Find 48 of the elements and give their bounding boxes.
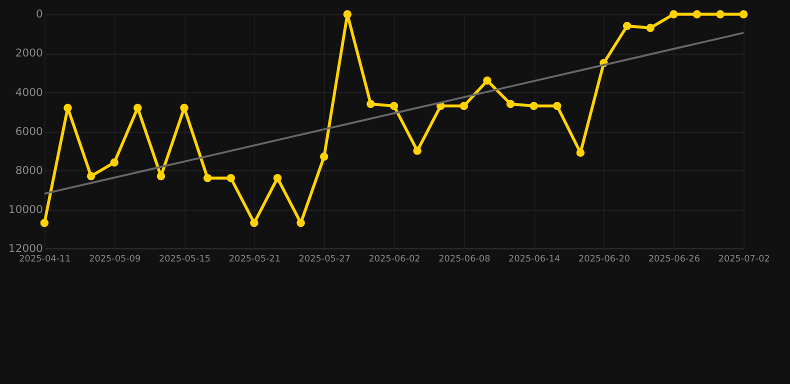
point: [343, 10, 352, 18]
point: [483, 76, 492, 85]
point: [506, 100, 515, 108]
point: [413, 146, 422, 155]
point: [296, 218, 305, 228]
point: [320, 152, 328, 161]
y-tick-label: 4000: [15, 86, 44, 99]
point: [203, 174, 212, 182]
x-tick-label: 2025-05-15: [158, 254, 211, 265]
point: [622, 22, 632, 30]
point: [64, 104, 72, 112]
point: [460, 102, 468, 110]
point: [366, 100, 375, 108]
point: [110, 158, 118, 167]
y-tick-label: 12000: [8, 242, 44, 255]
point: [716, 10, 724, 18]
x-tick-label: 2025-06-02: [368, 254, 420, 265]
point: [576, 148, 585, 157]
point: [739, 10, 748, 18]
line-series: [43, 32, 745, 195]
point: [226, 174, 236, 182]
x-tick-label: 2025-07-02: [718, 254, 770, 265]
point: [692, 10, 702, 18]
x-tick-label: 2025-06-14: [508, 254, 560, 265]
x-tick-label: 2025-06-20: [578, 254, 630, 265]
y-tick-label: 6000: [15, 124, 44, 138]
point: [86, 172, 96, 180]
point: [156, 172, 166, 180]
y-tick-label: 10000: [8, 202, 44, 216]
x-tick-label: 2025-06-26: [648, 254, 700, 265]
y-tick-label: 0: [36, 8, 44, 21]
point: [250, 218, 258, 228]
point: [553, 102, 562, 110]
y-tick-label: 2000: [15, 46, 44, 60]
x-tick-label: 2025-05-09: [89, 254, 141, 265]
x-tick-label: 2025-04-11: [19, 254, 71, 265]
x-tick-label: 2025-05-21: [228, 254, 280, 265]
x-tick-label: 2025-06-08: [438, 254, 491, 265]
point: [646, 24, 654, 32]
point: [670, 10, 678, 18]
point: [390, 102, 398, 110]
y-tick-label: 8000: [15, 164, 44, 177]
x-tick-label: 2025-05-27: [298, 254, 350, 265]
point: [180, 104, 188, 112]
point: [273, 174, 282, 182]
point: [40, 218, 49, 228]
point: [530, 102, 538, 110]
point: [134, 104, 142, 112]
